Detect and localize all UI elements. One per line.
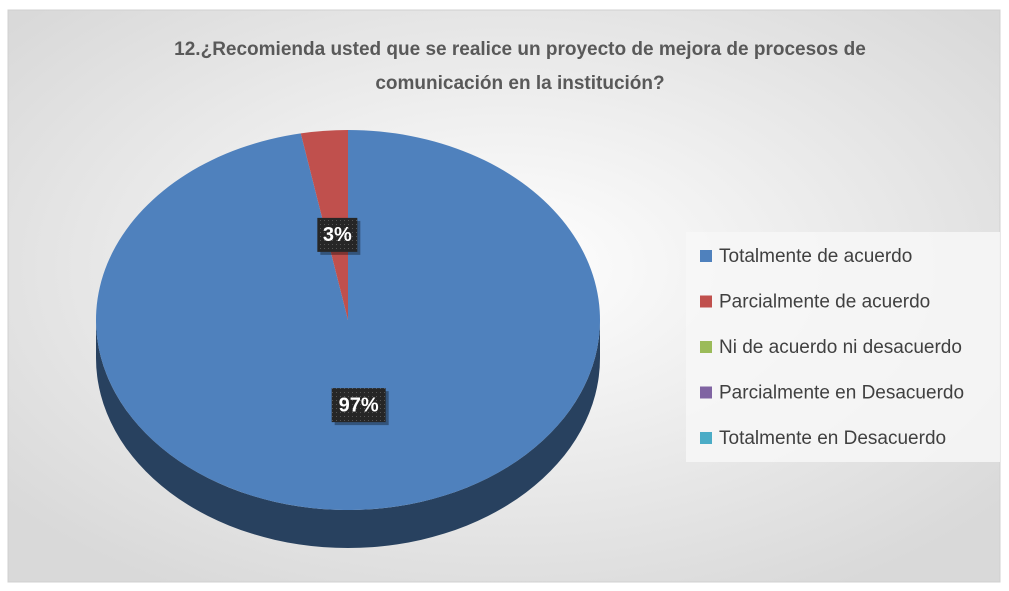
legend-label: Parcialmente de acuerdo <box>719 292 930 313</box>
legend-box <box>686 232 1000 462</box>
data-label-box <box>317 217 358 252</box>
legend-swatch <box>700 432 712 444</box>
legend-label: Totalmente de acuerdo <box>719 246 912 267</box>
legend-label: Parcialmente en Desacuerdo <box>719 383 964 404</box>
legend-label: Totalmente en Desacuerdo <box>719 428 946 449</box>
data-label: 97% <box>339 394 379 416</box>
data-label: 3% <box>323 224 352 246</box>
chart-title: comunicación en la institución? <box>375 73 664 94</box>
legend-swatch <box>700 250 712 262</box>
legend-swatch <box>700 341 712 353</box>
pie-slice <box>95 130 600 511</box>
data-label-box <box>331 388 386 423</box>
slice-side <box>96 320 600 548</box>
legend-swatch <box>700 386 712 399</box>
legend-swatch <box>700 295 712 308</box>
legend-label: Ni de acuerdo ni desacuerdo <box>719 337 962 358</box>
chart-title: 12.¿Recomienda usted que se realice un p… <box>174 39 866 60</box>
